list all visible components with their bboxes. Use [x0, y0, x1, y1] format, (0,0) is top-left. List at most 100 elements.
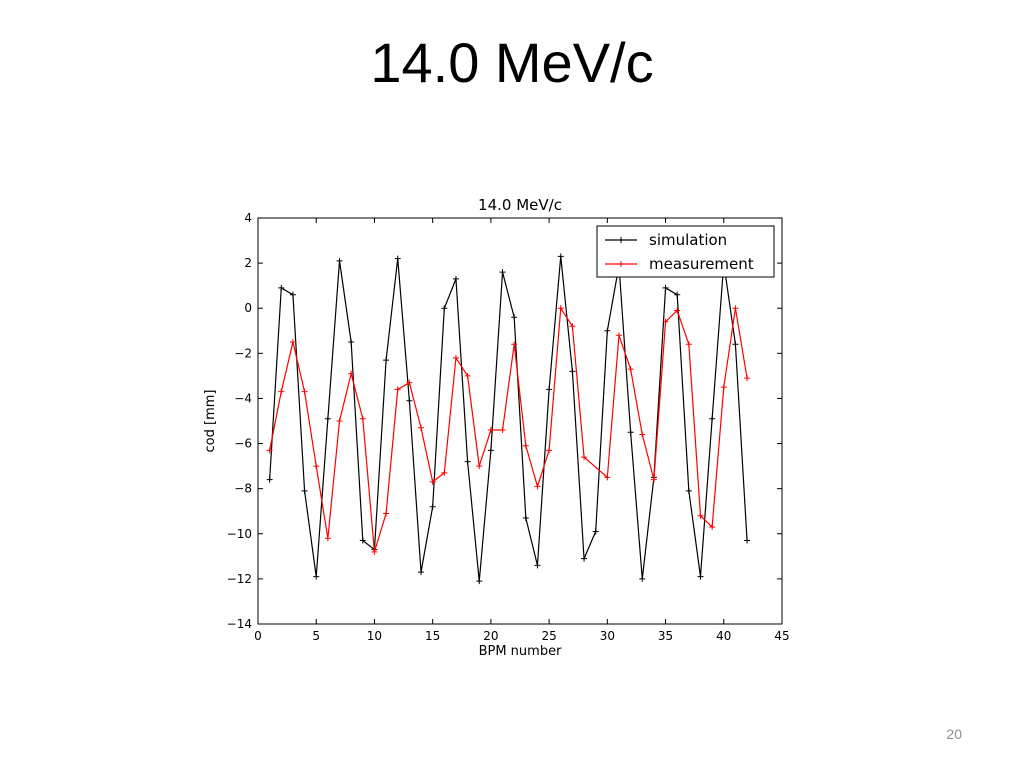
simulation-data-point: [406, 397, 413, 404]
measurement-data-point: [511, 341, 518, 348]
y-tick-label: −4: [234, 391, 252, 405]
simulation-data-point: [441, 305, 448, 312]
slide-title: 14.0 MeV/c: [370, 31, 654, 94]
x-tick-label: 40: [716, 629, 731, 643]
plot-lines: [266, 253, 751, 585]
measurement-data-point: [639, 431, 646, 438]
y-tick-label: −14: [227, 617, 252, 631]
y-tick-label: −8: [234, 482, 252, 496]
legend-label-measurement: measurement: [649, 255, 754, 273]
measurement-data-point: [709, 524, 716, 531]
axis-ticks: 0 5 10 15 20 25 30 35 40 45 −14 −12 −10 −8 −6 −4 −2 0 2 4: [227, 211, 790, 643]
measurement-data-point: [534, 483, 541, 490]
simulation-data-point: [289, 291, 296, 298]
y-tick-label: −10: [227, 527, 252, 541]
chart-title: 14.0 MeV/c: [478, 196, 562, 214]
simulation-data-point: [313, 573, 320, 580]
simulation-data-point: [685, 487, 692, 494]
y-tick-label: 2: [244, 256, 252, 270]
legend: simulation measurement: [596, 225, 775, 278]
simulation-data-point: [581, 555, 588, 562]
y-tick-label: 4: [244, 211, 252, 225]
measurement-data-point: [522, 442, 529, 449]
simulation-data-point: [499, 269, 506, 276]
measurement-data-point: [371, 548, 378, 555]
simulation-data-point: [522, 514, 529, 521]
simulation-data-point: [487, 447, 494, 454]
x-tick-label: 15: [425, 629, 440, 643]
measurement-data-point: [732, 305, 739, 312]
measurement-data-point: [383, 510, 390, 517]
measurement-data-point: [324, 535, 331, 542]
measurement-data-point: [569, 323, 576, 330]
x-tick-label: 10: [367, 629, 382, 643]
measurement-data-point: [394, 386, 401, 393]
measurement-data-point: [581, 454, 588, 461]
simulation-data-point: [429, 503, 436, 510]
measurement-data-point: [487, 427, 494, 434]
simulation-data-point: [662, 284, 669, 291]
y-tick-label: −12: [227, 572, 252, 586]
measurement-data-point: [301, 388, 308, 395]
measurement-data-point: [604, 474, 611, 481]
legend-label-simulation: simulation: [649, 231, 727, 249]
slide-page-number: 20: [946, 726, 962, 742]
measurement-data-point: [744, 375, 751, 382]
x-tick-label: 35: [658, 629, 673, 643]
simulation-data-point: [546, 386, 553, 393]
simulation-data-point: [639, 575, 646, 582]
y-axis-label: cod [mm]: [203, 390, 218, 453]
measurement-data-point: [336, 418, 343, 424]
x-tick-label: 0: [254, 629, 262, 643]
x-tick-label: 5: [312, 629, 320, 643]
simulation-data-point: [569, 368, 576, 375]
measurement-data-point: [685, 341, 692, 348]
measurement-data-point: [557, 305, 564, 312]
measurement-data-point: [418, 424, 425, 431]
measurement-data-point: [615, 332, 622, 339]
simulation-data-point: [557, 253, 564, 260]
x-tick-label: 30: [600, 629, 615, 643]
plot-frame: [257, 217, 783, 625]
simulation-data-point: [511, 314, 518, 321]
simulation-data-point: [418, 569, 425, 576]
legend-marker-simulation: [618, 237, 624, 243]
measurement-data-point: [266, 447, 273, 454]
measurement-data-point: [464, 372, 471, 379]
x-tick-label: 20: [483, 629, 498, 643]
measurement-data-point: [348, 370, 355, 377]
simulation-data-point: [464, 458, 471, 465]
measurement-data-point: [406, 379, 413, 386]
measurement-data-point: [313, 463, 320, 470]
measurement-data-point: [278, 388, 285, 395]
measurement-series-line: [269, 306, 748, 552]
simulation-data-point: [627, 429, 634, 436]
simulation-data-point: [604, 327, 611, 334]
y-tick-label: −6: [234, 437, 252, 451]
simulation-data-point: [534, 562, 541, 569]
y-tick-label: −2: [234, 346, 252, 360]
simulation-data-point: [452, 275, 459, 282]
measurement-data-point: [441, 469, 448, 476]
x-tick-label: 25: [541, 629, 556, 643]
measurement-data-point: [546, 447, 553, 454]
simulation-data-point: [744, 537, 751, 544]
simulation-data-point: [336, 257, 343, 264]
simulation-data-point: [266, 476, 273, 483]
measurement-data-point: [650, 476, 657, 483]
simulation-data-point: [476, 578, 483, 585]
simulation-data-point: [697, 573, 704, 580]
simulation-data-point: [709, 415, 716, 422]
simulation-data-point: [394, 255, 401, 262]
simulation-data-point: [301, 487, 308, 494]
simulation-data-point: [674, 291, 681, 298]
x-axis-label: BPM number: [479, 644, 562, 659]
x-tick-label: 45: [774, 629, 789, 643]
measurement-data-point: [452, 354, 459, 361]
measurement-data-point: [289, 339, 296, 346]
simulation-data-point: [348, 339, 355, 346]
measurement-data-point: [429, 478, 436, 485]
measurement-data-point: [662, 318, 669, 325]
simulation-data-point: [592, 528, 599, 535]
